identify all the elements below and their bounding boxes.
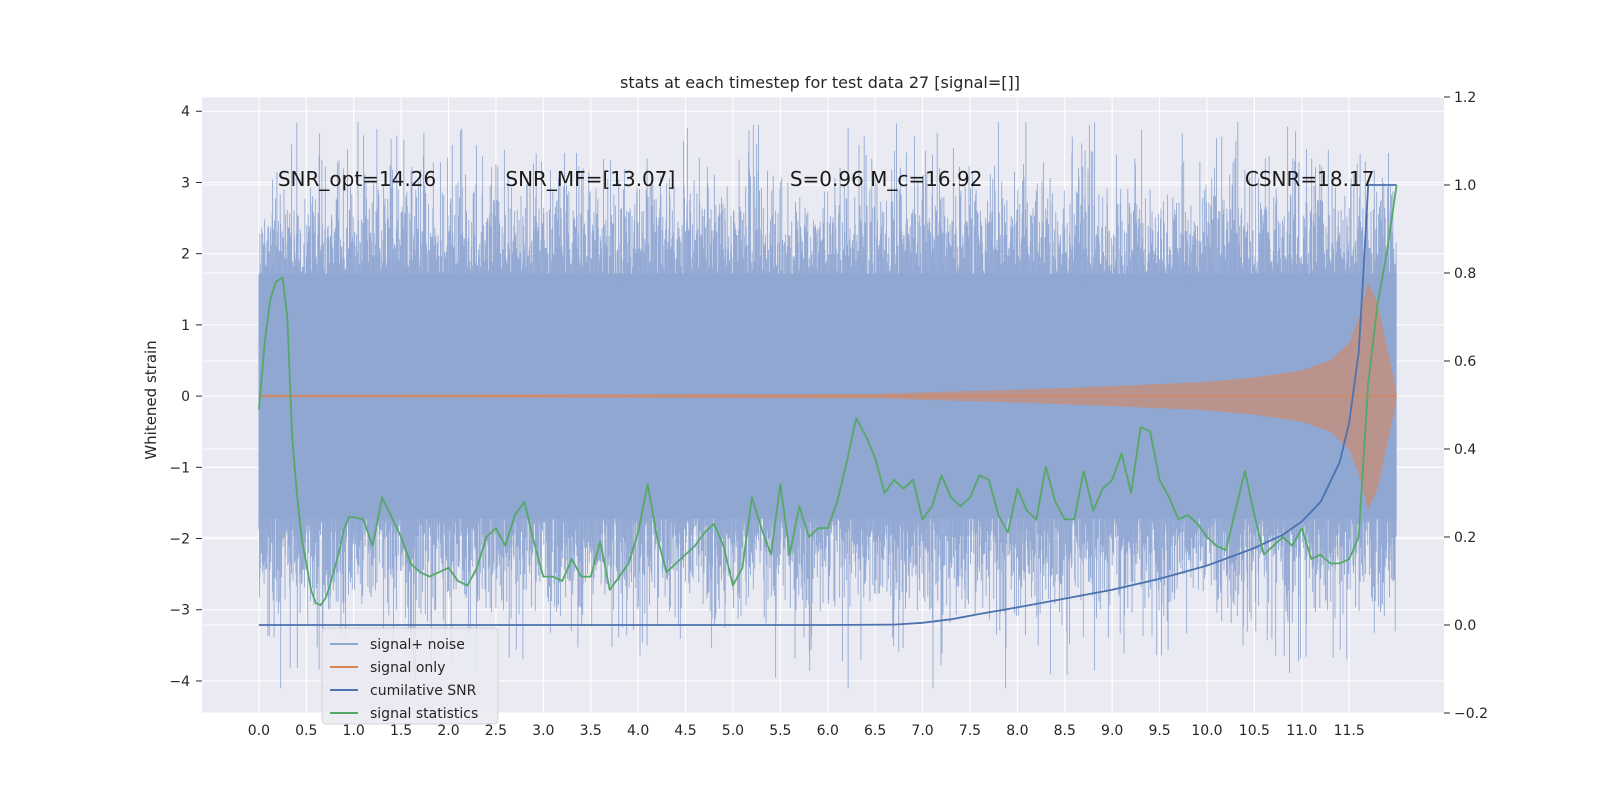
x-tick-label: 7.5 (959, 723, 981, 739)
y-tick-label: 3 (181, 175, 190, 191)
y-tick-label: 2 (181, 247, 190, 263)
x-axis: 0.0 0.5 1.0 1.5 2.0 2.5 3.0 3.5 4.0 4.5 5.0 5.5 6.0 6… (248, 723, 1365, 739)
x-tick-label: 8.5 (1054, 723, 1076, 739)
annotation-1: SNR_MF=[13.07] (505, 167, 675, 191)
y2-tick-label: 0.8 (1454, 266, 1476, 282)
x-tick-label: 9.0 (1101, 723, 1123, 739)
y-tick-label: −4 (169, 674, 190, 690)
signal-only-envelope (258, 282, 1397, 510)
legend: signal+ noise signal only cumilative SNR si… (321, 627, 499, 725)
legend-box (321, 627, 499, 725)
y2-tick-label: −0.2 (1454, 706, 1488, 722)
x-tick-label: 5.0 (722, 723, 744, 739)
y-tick-label: −3 (169, 603, 190, 619)
y-tick-label: −1 (169, 460, 190, 476)
x-tick-label: 0.0 (248, 723, 270, 739)
cumulative-snr-line (258, 184, 1397, 626)
legend-label: signal+ noise (370, 637, 465, 653)
x-tick-label: 2.0 (437, 723, 459, 739)
x-tick-label: 11.5 (1334, 723, 1365, 739)
x-tick-label: 0.5 (295, 723, 317, 739)
y2-tick-label: 0.0 (1454, 618, 1476, 634)
x-tick-label: 2.5 (485, 723, 507, 739)
y-axis-left: 4 3 2 1 0 −1 −2 −3 −4 (169, 104, 202, 690)
x-tick-label: 7.0 (911, 723, 933, 739)
series-signal-only (258, 282, 1397, 510)
x-tick-label: 4.0 (627, 723, 649, 739)
annotation-3: CSNR=18.17 (1245, 167, 1375, 191)
y-tick-label: 4 (181, 104, 190, 120)
y-tick-label: 0 (181, 389, 190, 405)
x-tick-label: 1.0 (343, 723, 365, 739)
annotations: SNR_opt=14.26 SNR_MF=[13.07] S=0.96 M_c=16… (278, 167, 1375, 191)
x-tick-label: 8.0 (1006, 723, 1028, 739)
legend-label: signal only (370, 660, 445, 676)
y2-tick-label: 0.4 (1454, 442, 1476, 458)
x-tick-label: 5.5 (769, 723, 791, 739)
series-signal-statistics (258, 184, 1398, 607)
signal-statistics-line (258, 184, 1398, 607)
annotation-2: S=0.96 M_c=16.92 (790, 167, 983, 191)
y-tick-label: −2 (169, 532, 190, 548)
legend-label: cumilative SNR (370, 683, 477, 699)
y2-tick-label: 1.0 (1454, 178, 1476, 194)
x-tick-label: 10.5 (1239, 723, 1270, 739)
y2-tick-label: 0.6 (1454, 354, 1476, 370)
x-tick-label: 1.5 (390, 723, 412, 739)
x-tick-label: 6.5 (864, 723, 886, 739)
legend-label: signal statistics (370, 706, 478, 722)
x-tick-label: 11.0 (1286, 723, 1317, 739)
chart-title: stats at each timestep for test data 27 … (620, 73, 1020, 92)
x-tick-label: 4.5 (674, 723, 696, 739)
y-tick-label: 1 (181, 318, 190, 334)
x-tick-label: 3.5 (580, 723, 602, 739)
y2-tick-label: 1.2 (1454, 90, 1476, 106)
annotation-0: SNR_opt=14.26 (278, 167, 436, 191)
x-tick-label: 6.0 (817, 723, 839, 739)
x-tick-label: 9.5 (1148, 723, 1170, 739)
y-axis-right: 1.2 1.0 0.8 0.6 0.4 0.2 0.0 −0.2 (1444, 90, 1488, 722)
y-axis-label: Whitened strain (142, 340, 160, 459)
series-cumulative-snr (258, 184, 1397, 626)
x-tick-label: 3.0 (532, 723, 554, 739)
x-tick-label: 10.0 (1191, 723, 1222, 739)
y2-tick-label: 0.2 (1454, 530, 1476, 546)
